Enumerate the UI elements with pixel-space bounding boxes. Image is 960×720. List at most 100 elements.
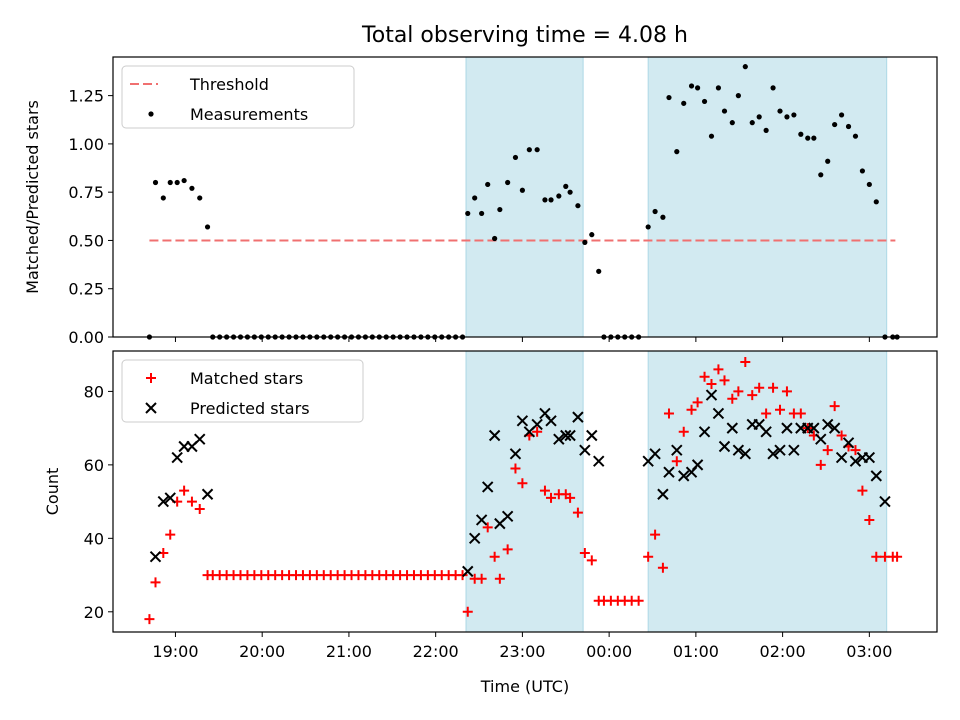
axes-frame: [112, 56, 938, 338]
predicted-point: [501, 510, 514, 523]
matched-point: [476, 573, 487, 584]
measurement-point: [852, 133, 859, 139]
measurement-point: [770, 85, 776, 91]
predicted-point: [767, 448, 779, 460]
measurement-point: [729, 120, 735, 126]
measurement-point: [505, 179, 511, 186]
measurement-point: [859, 168, 866, 174]
measurement-point: [534, 147, 540, 153]
predicted-point: [194, 433, 206, 445]
measurement-point: [749, 120, 755, 126]
legend-label: Threshold: [189, 75, 269, 94]
matched-point: [532, 426, 543, 437]
matched-point: [747, 390, 758, 401]
measurement-point: [472, 195, 478, 201]
predicted-point: [475, 514, 488, 526]
measurement-point: [721, 108, 728, 114]
matched-point: [579, 548, 590, 559]
predicted-point: [468, 532, 481, 545]
measurement-point: [563, 183, 569, 189]
matched-point: [546, 492, 557, 503]
legend: Matched stars Predicted stars: [121, 359, 364, 423]
measurement-point: [167, 179, 173, 186]
predicted-point: [835, 451, 848, 464]
top-panel: 0.00 0.25 0.50 0.75 1.00 1.25 Matched/Predicte…: [23, 56, 938, 347]
predicted-point: [201, 488, 214, 500]
y-axis-label: Matched/Predicted stars: [23, 100, 42, 294]
predicted-point: [462, 565, 474, 578]
measurement-point: [485, 181, 491, 188]
measurement-point: [660, 214, 666, 220]
predicted-point: [516, 415, 529, 427]
measurement-point: [866, 181, 872, 188]
measurement-point: [873, 199, 879, 205]
matched-point: [165, 529, 176, 540]
measurement-point: [479, 210, 485, 217]
predicted-point: [732, 444, 745, 456]
matched-point: [713, 364, 724, 375]
matched-point: [871, 551, 882, 562]
predicted-point: [870, 470, 882, 482]
matched-point: [517, 478, 528, 489]
predicted-point: [481, 481, 494, 493]
matched-point: [678, 426, 689, 437]
predicted-point: [149, 550, 162, 563]
predicted-point: [171, 451, 183, 464]
x-axis-label: Time (UTC): [480, 677, 569, 696]
measurement-point: [742, 64, 748, 70]
matched-point: [489, 551, 500, 562]
legend-predicted-swatch: [145, 402, 157, 414]
predicted-point: [788, 444, 800, 456]
matched-point: [692, 397, 703, 408]
matched-point: [706, 379, 717, 390]
y-tick-label: 1.00: [68, 135, 104, 154]
legend-label: Matched stars: [190, 369, 303, 388]
matched-point: [775, 404, 786, 415]
measurement-point: [784, 114, 790, 120]
matched-point: [179, 485, 190, 496]
predicted-point: [553, 433, 565, 445]
matched-point: [150, 577, 161, 588]
measurement-point: [674, 149, 680, 155]
measurement-point: [542, 197, 548, 203]
measurement-point: [582, 239, 588, 245]
matched-point: [686, 404, 697, 415]
predicted-point: [649, 448, 661, 460]
predicted-point: [678, 470, 690, 482]
legend-label: Measurements: [190, 105, 308, 124]
matched-point: [494, 573, 505, 584]
matched-point: [671, 456, 682, 467]
measurement-point: [681, 100, 687, 106]
legend-box: [121, 65, 355, 129]
predicted-point: [545, 415, 557, 427]
x-tick-label: 03:00: [846, 642, 892, 661]
matched-point: [565, 492, 576, 503]
legend-matched-swatch: [146, 373, 156, 383]
matched-point: [850, 445, 861, 456]
measurement-point: [652, 208, 658, 215]
matched-point: [462, 606, 473, 617]
predicted-point: [718, 440, 731, 453]
matched-point: [510, 463, 521, 474]
observing-band: [647, 56, 888, 338]
predicted-point: [560, 429, 572, 442]
matched-point: [864, 514, 875, 525]
predicted-point: [879, 495, 891, 508]
x-tick-label: 22:00: [413, 642, 459, 661]
matched-point: [586, 555, 597, 566]
measurement-point: [160, 195, 166, 201]
measurement-point: [596, 268, 602, 274]
measurement-point: [645, 224, 651, 230]
y-tick-label: 0.50: [68, 231, 104, 250]
legend-box: [121, 359, 364, 423]
measurement-point: [763, 127, 769, 133]
series-predicted-stars: [149, 389, 891, 578]
matched-point: [754, 382, 765, 393]
matched-point: [822, 445, 833, 456]
measurement-point: [825, 158, 831, 164]
legend: Threshold Measurements: [121, 65, 355, 129]
legend-label: Predicted stars: [190, 399, 310, 418]
x-tick-label: 00:00: [586, 642, 632, 661]
matched-point: [194, 503, 205, 514]
